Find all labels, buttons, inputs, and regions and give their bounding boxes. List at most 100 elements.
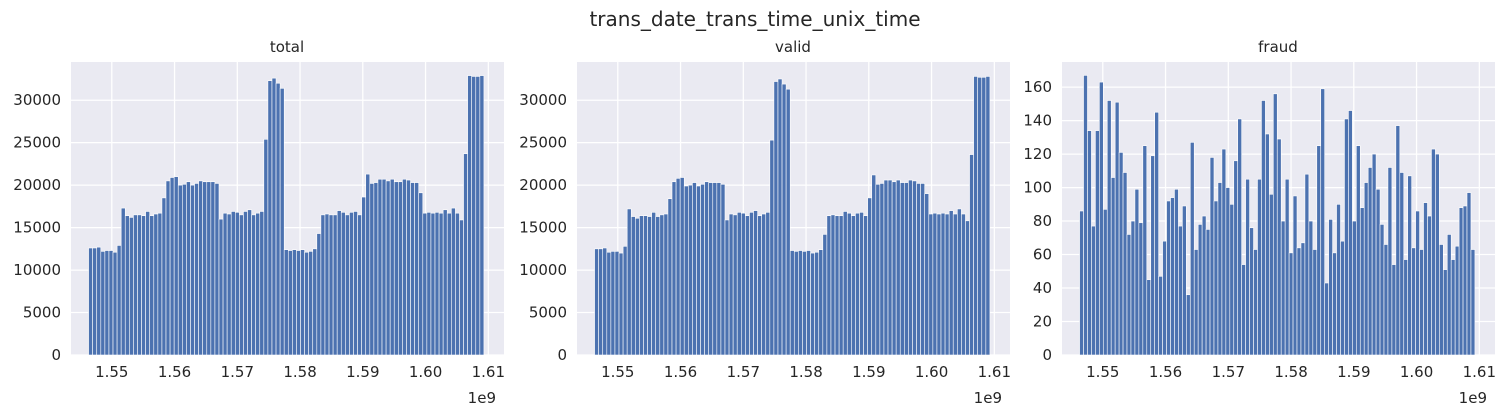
histogram-bar — [194, 183, 199, 356]
histogram-bar — [296, 250, 301, 356]
histogram-bar — [385, 180, 391, 356]
y-tick-label: 20000 — [13, 176, 61, 194]
histogram-bar — [798, 250, 803, 356]
histogram-bar — [153, 213, 159, 356]
histogram-bar — [1375, 188, 1381, 356]
histogram-bar — [320, 214, 326, 356]
histogram-bar — [1316, 145, 1322, 356]
histogram-bar — [222, 212, 228, 356]
histogram-bar — [369, 183, 375, 356]
histogram-bar — [663, 213, 669, 356]
y-tick-label: 30000 — [519, 91, 567, 109]
histogram-bar — [655, 216, 661, 356]
histogram-bar — [1411, 247, 1416, 356]
histogram-bar — [969, 154, 974, 356]
histogram-bar — [1174, 188, 1179, 356]
histogram-bar — [169, 177, 175, 356]
histogram-bar — [1407, 175, 1412, 356]
histogram-bar — [239, 214, 244, 356]
histogram-bar — [932, 212, 938, 356]
x-tick-label: 1.61 — [1463, 363, 1496, 381]
histogram-bar — [206, 181, 212, 356]
histogram-bar — [1304, 173, 1310, 356]
histogram-bar — [1332, 252, 1337, 356]
histogram-bar — [1454, 245, 1460, 356]
histogram-bar — [455, 212, 460, 356]
histogram-bar — [230, 211, 236, 356]
y-tick-label: 100 — [1023, 179, 1052, 197]
histogram-bar — [365, 173, 371, 356]
histogram-bar — [920, 183, 926, 356]
histogram-bar — [112, 251, 118, 356]
histogram-bar — [740, 212, 746, 356]
histogram-bar — [414, 182, 420, 356]
histogram-bar — [667, 198, 673, 356]
histogram-bar — [165, 180, 171, 356]
histogram-bar — [389, 178, 395, 356]
histogram-bar — [1130, 220, 1136, 356]
histogram-bar — [981, 76, 987, 356]
histogram-bar — [838, 215, 844, 356]
histogram-bar — [426, 212, 432, 356]
subplot-fraud: fraud 0 20 40 60 80 100 120 140 160 1.55 1.56 1.57 1… — [1023, 38, 1496, 407]
histogram-bar — [1340, 240, 1345, 356]
histogram-bar — [851, 215, 856, 356]
histogram-bar — [1292, 195, 1298, 356]
y-tick-label: 25000 — [13, 134, 61, 152]
histogram-bar — [467, 75, 472, 356]
histogram-bar — [1193, 249, 1199, 356]
x-tick-label: 1.55 — [95, 363, 128, 381]
x-tick-label: 1.57 — [221, 363, 254, 381]
subplot-total: total 0 5000 10000 15000 20000 25000 30000 1.55… — [13, 38, 505, 407]
subplot-title-valid: valid — [775, 38, 811, 56]
histogram-bar — [332, 214, 338, 356]
x-tick-label: 1.56 — [664, 363, 697, 381]
histogram-bar — [863, 215, 868, 356]
histogram-bar — [247, 209, 252, 356]
histogram-bar — [834, 215, 840, 356]
histogram-bar — [785, 88, 791, 356]
y-tick-label: 25000 — [519, 134, 567, 152]
x-tick-label: 1.58 — [283, 363, 316, 381]
histogram-bar — [1106, 100, 1112, 356]
x-tick-label: 1.59 — [852, 363, 885, 381]
histogram-bar — [1083, 75, 1088, 356]
x-tick-label: 1.60 — [409, 363, 442, 381]
histogram-bar — [324, 213, 330, 356]
histogram-bar — [1265, 133, 1270, 356]
histogram-bar — [1272, 93, 1278, 356]
histogram-bar — [822, 234, 828, 356]
histogram-bar — [916, 183, 921, 356]
x-tick-label: 1.56 — [1149, 363, 1182, 381]
histogram-bar — [182, 183, 187, 356]
histogram-bar — [141, 215, 146, 356]
histogram-bar — [292, 249, 297, 356]
histogram-bar — [328, 214, 334, 356]
histogram-bar — [1348, 110, 1353, 356]
histogram-bar — [1091, 225, 1096, 356]
subplot-valid: valid 0 5000 10000 15000 20000 25000 30000 1.55… — [519, 38, 1011, 407]
y-tick-label: 10000 — [519, 261, 567, 279]
histogram-bar — [434, 212, 440, 356]
histogram-bar — [88, 247, 93, 356]
histogram-bar — [190, 184, 195, 356]
histogram-bar — [659, 214, 665, 356]
histogram-bar — [1391, 264, 1397, 356]
histogram-bar — [683, 185, 689, 356]
histogram-bar — [732, 214, 738, 356]
x-tick-label: 1.59 — [346, 363, 379, 381]
histogram-bar — [1099, 81, 1104, 356]
histogram-bar — [1150, 155, 1155, 356]
histogram-bar — [463, 153, 468, 356]
histogram-bar — [1328, 219, 1333, 356]
histogram-bar — [1387, 167, 1393, 356]
histogram-bar — [622, 245, 628, 356]
histogram-bar — [446, 212, 452, 356]
histogram-bar — [251, 214, 256, 356]
histogram-bar — [1095, 130, 1100, 356]
histogram-bar — [108, 250, 114, 356]
y-tick-label: 80 — [1033, 212, 1052, 230]
histogram-bar — [749, 212, 754, 356]
histogram-bar — [133, 214, 138, 356]
histogram-bar — [891, 181, 897, 356]
